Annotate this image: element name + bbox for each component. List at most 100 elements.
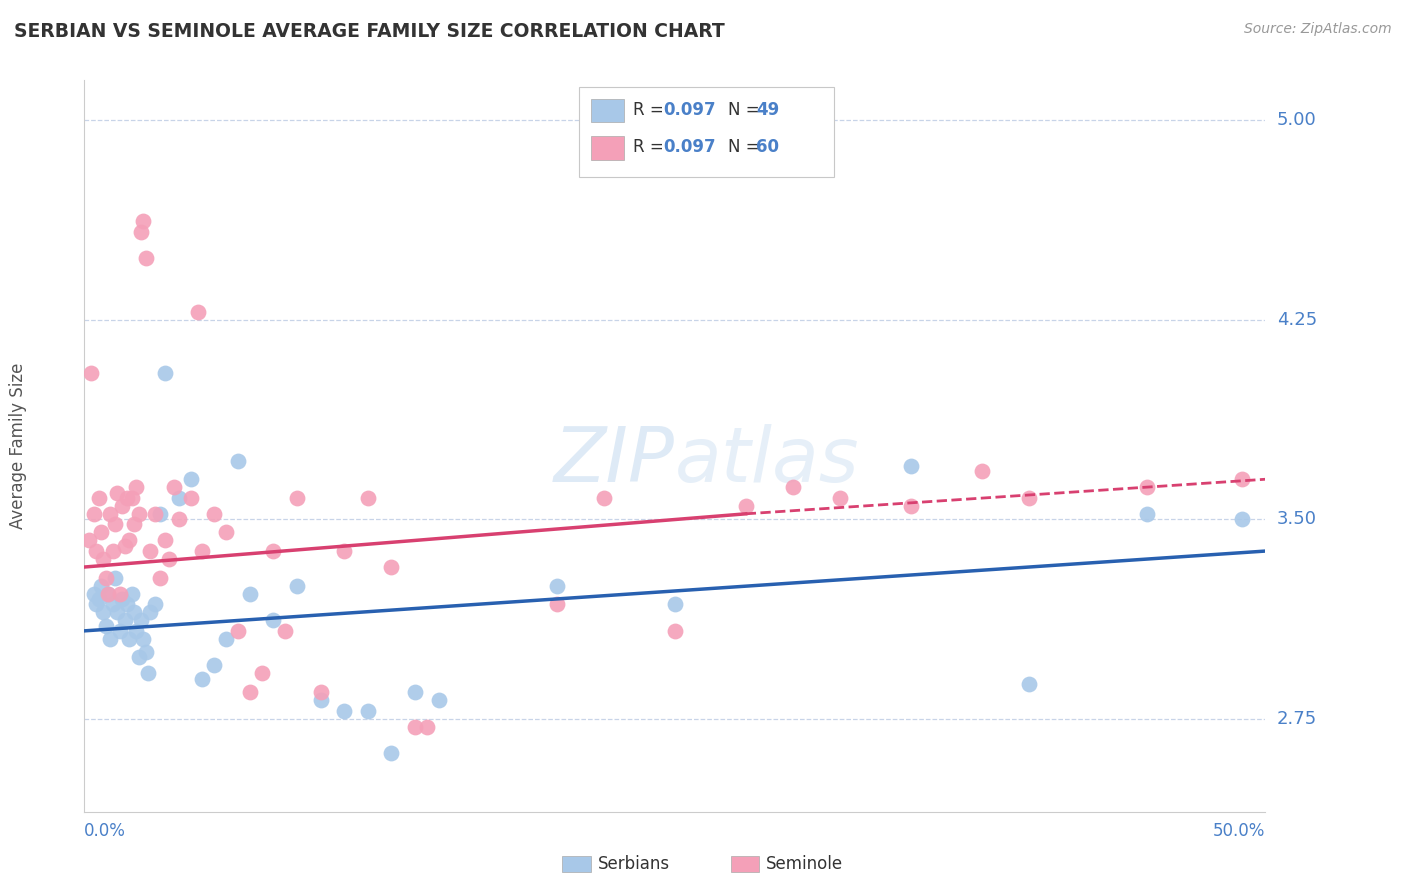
Text: ZIP: ZIP: [554, 424, 675, 498]
Point: [139, 605, 162, 619]
Point: [108, 586, 131, 600]
Point: [664, 597, 686, 611]
Point: [187, 304, 209, 318]
Point: [285, 491, 308, 505]
Point: [1136, 507, 1159, 521]
Point: [101, 597, 124, 611]
Point: [115, 491, 138, 505]
Point: [111, 591, 134, 606]
Point: [136, 666, 159, 681]
Text: Serbians: Serbians: [598, 855, 669, 873]
Point: [94, 571, 117, 585]
Point: [215, 525, 238, 540]
Point: [226, 453, 249, 467]
Point: [1230, 512, 1253, 526]
Point: [107, 485, 129, 500]
Text: R =: R =: [633, 138, 669, 156]
Point: [108, 624, 131, 638]
Point: [84, 544, 107, 558]
Point: [90, 525, 112, 540]
Point: [118, 533, 141, 548]
Point: [404, 685, 426, 699]
Text: N =: N =: [728, 138, 765, 156]
Point: [143, 507, 166, 521]
Point: [115, 597, 138, 611]
Point: [125, 624, 148, 638]
Point: [830, 491, 852, 505]
Point: [239, 685, 262, 699]
Text: 0.097: 0.097: [664, 138, 716, 156]
Point: [83, 586, 105, 600]
Point: [91, 552, 114, 566]
Point: [107, 605, 129, 619]
Point: [167, 491, 190, 505]
Point: [122, 605, 145, 619]
Point: [97, 586, 120, 600]
Point: [83, 507, 105, 521]
Point: [1018, 677, 1040, 691]
Point: [404, 720, 426, 734]
Point: [91, 605, 114, 619]
Point: [416, 720, 439, 734]
Point: [333, 544, 356, 558]
Text: R =: R =: [633, 101, 669, 119]
Point: [90, 579, 112, 593]
Point: [129, 225, 152, 239]
Text: Source: ZipAtlas.com: Source: ZipAtlas.com: [1244, 22, 1392, 37]
Text: 4.25: 4.25: [1277, 310, 1317, 328]
Point: [180, 491, 202, 505]
Text: 60: 60: [756, 138, 779, 156]
Point: [122, 517, 145, 532]
Point: [309, 693, 332, 707]
Point: [125, 480, 148, 494]
Text: 5.00: 5.00: [1277, 112, 1316, 129]
Point: [262, 613, 284, 627]
Point: [153, 366, 176, 380]
Point: [734, 499, 756, 513]
Point: [132, 632, 155, 646]
Point: [202, 507, 225, 521]
Point: [593, 491, 616, 505]
Point: [121, 586, 143, 600]
Point: [104, 517, 127, 532]
Point: [128, 507, 150, 521]
Point: [167, 512, 190, 526]
Point: [143, 597, 166, 611]
Point: [202, 658, 225, 673]
Point: [546, 597, 568, 611]
Point: [191, 672, 214, 686]
Point: [900, 458, 922, 473]
Point: [333, 704, 356, 718]
Point: [111, 499, 134, 513]
Point: [226, 624, 249, 638]
Point: [163, 480, 186, 494]
Point: [239, 586, 262, 600]
Text: 3.50: 3.50: [1277, 510, 1316, 528]
Point: [1136, 480, 1159, 494]
Point: [129, 613, 152, 627]
Point: [121, 491, 143, 505]
Point: [114, 539, 136, 553]
Point: [153, 533, 176, 548]
Point: [98, 507, 121, 521]
Point: [357, 491, 380, 505]
Point: [80, 366, 103, 380]
Point: [274, 624, 297, 638]
Point: [900, 499, 922, 513]
Point: [180, 472, 202, 486]
Point: [149, 571, 172, 585]
Point: [664, 624, 686, 638]
Point: [215, 632, 238, 646]
Point: [135, 252, 157, 266]
Point: [87, 591, 110, 606]
Point: [104, 571, 127, 585]
Text: Seminole: Seminole: [766, 855, 844, 873]
Text: 50.0%: 50.0%: [1213, 822, 1265, 840]
Point: [262, 544, 284, 558]
Point: [98, 632, 121, 646]
Text: N =: N =: [728, 101, 765, 119]
Text: 0.0%: 0.0%: [84, 822, 127, 840]
Point: [427, 693, 450, 707]
Point: [139, 544, 162, 558]
Point: [546, 579, 568, 593]
